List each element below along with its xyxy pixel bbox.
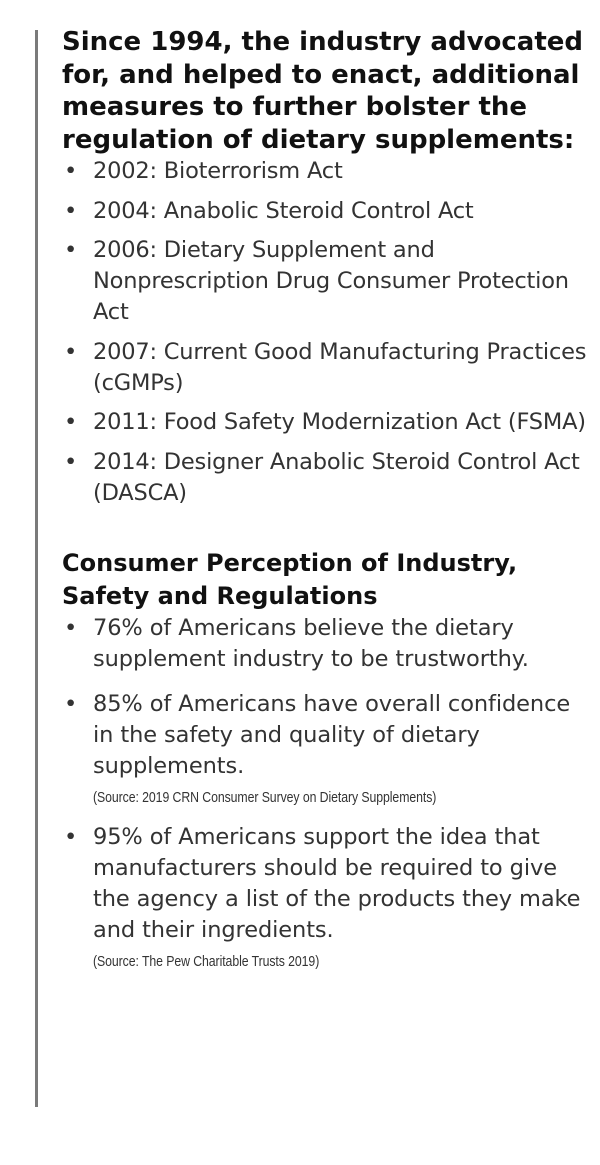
list-item-text: 2004: Anabolic Steroid Control Act bbox=[93, 197, 474, 224]
bullet-icon: • bbox=[64, 448, 78, 475]
bullet-icon: • bbox=[64, 409, 78, 435]
section-heading-consumer-perception: Consumer Perception of Industry, Safety … bbox=[62, 548, 518, 610]
milestones-list: • 2002: Bioterrorism Act • 2004: Anabolic … bbox=[62, 156, 587, 509]
list-item: • 2007: Current Good Manufacturing Practi… bbox=[62, 337, 587, 399]
list-item-text: 85% of Americans have overall confidence… bbox=[93, 690, 571, 779]
list-item-text: 2007: Current Good Manufacturing Practic… bbox=[93, 338, 587, 396]
source-citation: (Source: 2019 CRN Consumer Survey on Die… bbox=[93, 788, 437, 806]
list-item-text: 76% of Americans believe the dietary sup… bbox=[93, 614, 529, 672]
perception-list: • 76% of Americans believe the dietary su… bbox=[62, 613, 587, 972]
list-item-text: 2006: Dietary Supplement and Nonprescrip… bbox=[93, 237, 569, 325]
list-item: • 76% of Americans believe the dietary su… bbox=[62, 613, 587, 675]
section-heading-industry-measures: Since 1994, the industry advocated for, … bbox=[62, 27, 584, 155]
bullet-icon: • bbox=[64, 614, 78, 641]
list-item: • 2014: Designer Anabolic Steroid Control… bbox=[62, 447, 587, 509]
content-column: Since 1994, the industry advocated for, … bbox=[62, 26, 587, 986]
list-item-text: 2002: Bioterrorism Act bbox=[93, 158, 343, 184]
list-item-text: 2014: Designer Anabolic Steroid Control … bbox=[93, 448, 580, 506]
vertical-rule bbox=[35, 30, 38, 1107]
bullet-icon: • bbox=[64, 197, 78, 224]
bullet-icon: • bbox=[64, 823, 78, 850]
list-item: • 2006: Dietary Supplement and Nonprescri… bbox=[62, 235, 587, 328]
bullet-icon: • bbox=[64, 690, 78, 717]
list-item: • 2002: Bioterrorism Act bbox=[62, 156, 587, 187]
list-item-text: 95% of Americans support the idea that m… bbox=[93, 823, 581, 943]
list-item: • 95% of Americans support the idea that … bbox=[62, 822, 587, 972]
bullet-icon: • bbox=[64, 158, 78, 184]
list-item: • 2004: Anabolic Steroid Control Act bbox=[62, 196, 587, 227]
list-item-text: 2011: Food Safety Modernization Act (FSM… bbox=[93, 409, 586, 435]
bullet-icon: • bbox=[64, 338, 78, 365]
list-item: • 85% of Americans have overall confidenc… bbox=[62, 689, 587, 808]
bullet-icon: • bbox=[64, 237, 78, 263]
source-citation: (Source: The Pew Charitable Trusts 2019) bbox=[93, 952, 320, 970]
list-item: • 2011: Food Safety Modernization Act (FS… bbox=[62, 407, 587, 438]
